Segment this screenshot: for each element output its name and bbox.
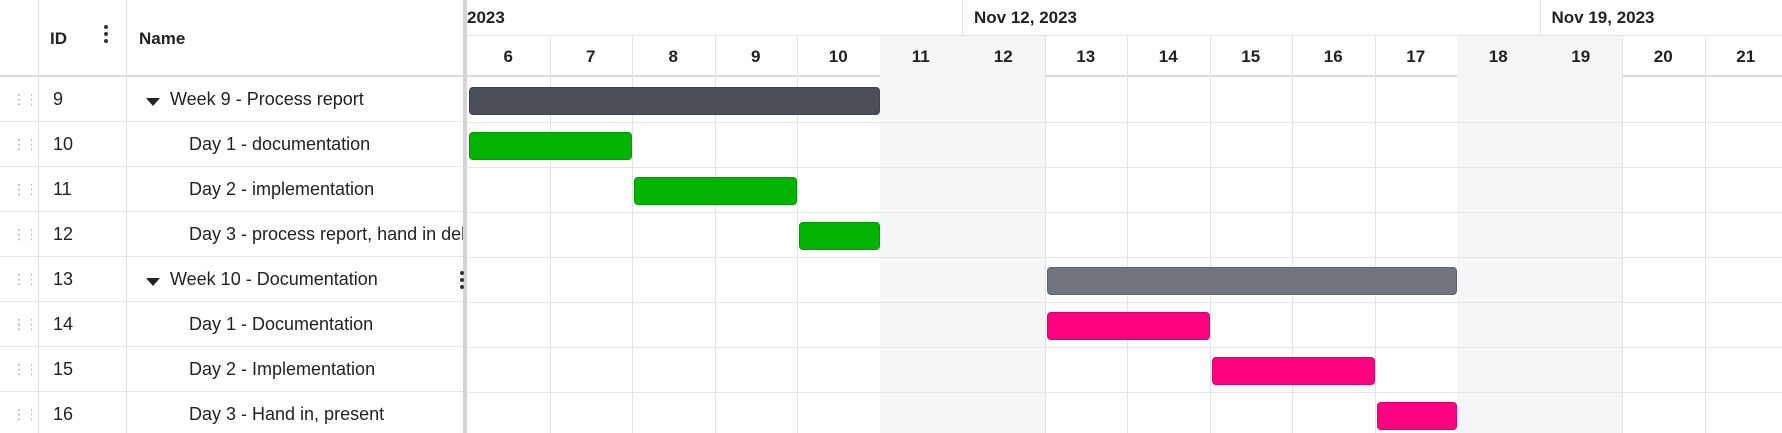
- task-bar[interactable]: [799, 222, 880, 250]
- day-line: [714, 36, 716, 433]
- expand-toggle[interactable]: [146, 94, 160, 106]
- day-label: 19: [1571, 46, 1591, 66]
- day-line: [632, 36, 633, 433]
- task-id: 11: [53, 179, 72, 199]
- grid-rows: ⋮⋮ 9 Week 9 - Process report ⋮⋮ 10 Day 1 - do…: [0, 77, 464, 433]
- task-bar[interactable]: [634, 177, 797, 205]
- day-line: [1292, 36, 1293, 433]
- task-name: Day 1 - documentation: [189, 134, 371, 154]
- drag-handle[interactable]: ⋮⋮: [12, 406, 32, 422]
- row-line: [467, 167, 1782, 168]
- task-name: Day 3 - process report, hand in delive: [189, 224, 464, 244]
- id-header[interactable]: ID: [50, 28, 67, 48]
- task-bar[interactable]: [1211, 357, 1375, 385]
- week-label: Nov 12, 2023: [974, 8, 1078, 27]
- task-row[interactable]: ⋮⋮ 10 Day 1 - documentation: [0, 122, 464, 167]
- task-bar[interactable]: [1046, 312, 1210, 340]
- splitter-handle[interactable]: [458, 270, 466, 290]
- day-label: 21: [1736, 46, 1756, 66]
- grid-header: [0, 0, 464, 77]
- task-id: 12: [53, 224, 74, 244]
- day-line: [1044, 36, 1046, 433]
- day-line: [1704, 36, 1706, 433]
- drag-handle[interactable]: ⋮⋮: [12, 226, 32, 242]
- row-line: [467, 257, 1782, 258]
- grid-panel: ID Name ⋮⋮ 9 Week 9 - Process report ⋮⋮ 10 Da…: [0, 0, 464, 433]
- drag-handle[interactable]: ⋮⋮: [12, 181, 32, 197]
- task-name: Day 1 - Documentation: [189, 314, 374, 334]
- task-id: 13: [53, 269, 74, 289]
- drag-handle[interactable]: ⋮⋮: [12, 271, 32, 287]
- splitter[interactable]: [463, 0, 467, 433]
- row-line: [467, 212, 1782, 213]
- task-row[interactable]: ⋮⋮ 14 Day 1 - Documentation: [0, 302, 464, 347]
- weekend-shade: [1539, 36, 1622, 433]
- task-row[interactable]: ⋮⋮ 13 Week 10 - Documentation: [0, 257, 464, 302]
- weekend-shade: [1457, 36, 1540, 433]
- task-row[interactable]: ⋮⋮ 11 Day 2 - implementation: [0, 167, 464, 212]
- drag-handle[interactable]: ⋮⋮: [12, 361, 32, 377]
- weekend-shade: [879, 36, 962, 433]
- row-line: [467, 122, 1782, 123]
- task-name: Day 3 - Hand in, present: [189, 404, 385, 424]
- timeline-header-bottom: [467, 36, 1782, 77]
- weekend-shade: [962, 36, 1045, 433]
- day-label: 8: [668, 46, 678, 66]
- day-label: 11: [911, 46, 930, 66]
- task-id: 16: [53, 404, 74, 424]
- task-name: Day 2 - implementation: [189, 179, 375, 199]
- task-row[interactable]: ⋮⋮ 12 Day 3 - process report, hand in deli…: [0, 212, 464, 257]
- day-label: 12: [993, 46, 1013, 66]
- task-name: Week 10 - Documentation: [170, 269, 378, 289]
- name-header[interactable]: Name: [139, 28, 186, 48]
- task-bar[interactable]: [1376, 402, 1457, 430]
- task-row[interactable]: ⋮⋮ 15 Day 2 - Implementation: [0, 347, 464, 392]
- week-line: [1539, 0, 1541, 36]
- task-bar[interactable]: [469, 132, 632, 160]
- column-line: [38, 0, 39, 433]
- timeline: 6 7 8 9 10 11 12 13 14 15 16 17 18 19 20 21 2023 Nov 12, …: [467, 0, 1782, 433]
- week-label: Nov 19, 2023: [1551, 8, 1655, 27]
- day-line: [1374, 36, 1376, 433]
- day-line: [1622, 36, 1623, 433]
- day-label: 7: [586, 46, 596, 66]
- task-bar[interactable]: [1046, 267, 1457, 295]
- day-label: 13: [1076, 46, 1096, 66]
- task-name: Week 9 - Process report: [170, 89, 364, 109]
- day-label: 9: [751, 46, 761, 66]
- timeline-header-top: [467, 0, 1782, 36]
- row-line: [467, 392, 1782, 393]
- week-label: 2023: [467, 8, 505, 27]
- week-line: [962, 0, 963, 36]
- row-line: [467, 347, 1782, 348]
- row-line: [467, 302, 1782, 303]
- drag-handle[interactable]: ⋮⋮: [12, 136, 32, 152]
- day-label: 15: [1241, 46, 1261, 66]
- task-row[interactable]: ⋮⋮ 9 Week 9 - Process report: [0, 77, 464, 122]
- column-line: [126, 0, 127, 433]
- day-label: 16: [1323, 46, 1343, 66]
- drag-handle[interactable]: ⋮⋮: [12, 316, 32, 332]
- task-row[interactable]: ⋮⋮ 16 Day 3 - Hand in, present: [0, 392, 464, 433]
- day-line: [1209, 36, 1211, 433]
- column-menu[interactable]: [100, 24, 112, 44]
- drag-handle[interactable]: ⋮⋮: [12, 91, 32, 107]
- task-id: 10: [53, 134, 74, 154]
- expand-toggle[interactable]: [146, 274, 160, 286]
- day-line: [797, 36, 798, 433]
- task-id: 9: [53, 89, 64, 109]
- day-label: 14: [1158, 46, 1178, 66]
- day-line: [1127, 36, 1128, 433]
- task-name: Day 2 - Implementation: [189, 359, 376, 379]
- task-id: 14: [53, 314, 74, 334]
- day-line: [549, 36, 551, 433]
- day-label: 10: [828, 46, 848, 66]
- task-bar[interactable]: [469, 87, 880, 115]
- day-label: 6: [503, 46, 513, 66]
- day-label: 20: [1653, 46, 1673, 66]
- day-label: 17: [1406, 46, 1426, 66]
- day-label: 18: [1488, 46, 1508, 66]
- task-id: 15: [53, 359, 74, 379]
